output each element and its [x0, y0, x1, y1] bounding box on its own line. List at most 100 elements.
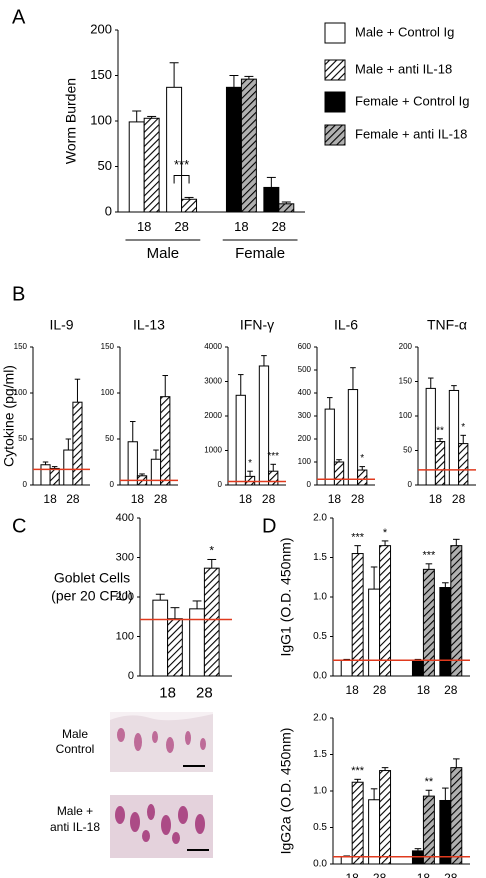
significance: ** — [436, 425, 444, 436]
y-tick-label: 1.5 — [313, 552, 327, 563]
y-tick-label: 0.0 — [313, 859, 327, 870]
legend-swatch — [324, 22, 346, 44]
bar — [448, 389, 460, 486]
significance: * — [360, 453, 364, 464]
bar — [40, 464, 51, 486]
bar — [333, 461, 345, 486]
image-label: Male + — [57, 804, 93, 818]
bar — [167, 618, 183, 677]
y-tick-label: 100 — [90, 112, 112, 127]
x-tick-label: 28 — [444, 871, 458, 878]
y-tick-label: 0 — [110, 480, 115, 489]
y-tick-label: 1000 — [204, 446, 222, 455]
y-tick-label: 0 — [408, 480, 413, 489]
goblet-stain — [115, 804, 205, 844]
significance: *** — [267, 451, 279, 462]
x-tick-label: 18 — [239, 492, 253, 506]
significance: * — [209, 544, 214, 558]
x-tick-label: 28 — [196, 684, 213, 701]
bar — [258, 365, 270, 486]
y-tick-label: 2.0 — [313, 513, 327, 524]
group-label: Female — [235, 245, 285, 262]
bar — [263, 186, 280, 213]
significance: *** — [351, 532, 365, 544]
histology-image — [110, 712, 213, 858]
legend-swatch — [324, 59, 346, 81]
x-tick-label: 18 — [429, 492, 443, 506]
y-axis-label: Cytokine (pg/ml) — [1, 365, 17, 467]
bar — [434, 441, 446, 486]
y-tick-label: 100 — [14, 388, 28, 397]
y-tick-label: 100 — [116, 630, 134, 642]
legend-label: Female + Control Ig — [355, 93, 470, 108]
y-tick-label: 4000 — [204, 342, 222, 351]
x-tick-label: 18 — [43, 492, 57, 506]
bar — [411, 659, 424, 677]
bar — [166, 86, 183, 213]
significance: *** — [351, 765, 365, 777]
x-tick-label: 28 — [373, 683, 387, 697]
bar — [458, 443, 469, 486]
bar — [422, 795, 435, 865]
panel-label: B — [12, 283, 25, 305]
x-tick-label: 18 — [346, 683, 360, 697]
bar — [244, 475, 256, 486]
y-tick-label: 0 — [307, 480, 312, 489]
y-tick-label: 0.0 — [313, 671, 327, 682]
x-tick-label: 28 — [66, 492, 80, 506]
y-tick-label: 0 — [218, 480, 223, 489]
y-tick-label: 150 — [14, 342, 28, 351]
y-tick-label: 1.5 — [313, 749, 327, 760]
y-tick-label: 0.5 — [313, 631, 327, 642]
y-tick-label: 200 — [116, 591, 134, 603]
y-axis-label: Goblet Cells — [54, 570, 130, 586]
y-tick-label: 600 — [298, 342, 312, 351]
y-tick-label: 300 — [116, 551, 134, 563]
bar — [203, 567, 220, 677]
x-tick-label: 28 — [154, 492, 168, 506]
bar — [63, 449, 74, 486]
bar — [357, 469, 368, 486]
y-tick-label: 200 — [399, 342, 413, 351]
chart-title: IL-13 — [133, 317, 165, 333]
y-tick-label: 50 — [98, 158, 112, 173]
y-tick-label: 150 — [399, 377, 413, 386]
x-tick-label: 18 — [137, 219, 151, 234]
chart-title: IL-6 — [334, 317, 358, 333]
bar — [160, 396, 171, 486]
bar — [340, 659, 353, 677]
bar — [240, 78, 257, 213]
image-label: anti IL-18 — [50, 820, 100, 834]
y-tick-label: 100 — [399, 411, 413, 420]
chart-title: IFN-γ — [240, 317, 274, 333]
significance-bracket — [173, 174, 190, 184]
group-label: Male — [147, 245, 180, 262]
y-tick-label: 100 — [101, 388, 115, 397]
y-tick-label: 0 — [128, 670, 134, 682]
x-tick-label: 28 — [351, 492, 365, 506]
chart-title: TNF-α — [427, 317, 467, 333]
y-tick-label: 2.0 — [313, 713, 327, 724]
y-tick-label: 0 — [23, 480, 28, 489]
legend-swatch — [324, 91, 346, 113]
y-tick-label: 0 — [105, 203, 112, 218]
y-tick-label: 400 — [116, 512, 134, 524]
bar — [368, 799, 381, 865]
y-axis-label: IgG2a (O.D. 450nm) — [278, 728, 294, 855]
legend-label: Male + Control Ig — [355, 24, 454, 39]
panel-label: D — [262, 515, 276, 537]
y-tick-label: 50 — [105, 434, 114, 443]
bar — [128, 121, 145, 213]
bar — [225, 86, 242, 213]
bar — [127, 441, 138, 486]
bar — [268, 470, 279, 486]
x-tick-label: 28 — [373, 871, 387, 878]
panel-label: A — [12, 6, 26, 28]
bar — [340, 856, 353, 865]
y-tick-label: 150 — [90, 67, 112, 82]
bar — [347, 389, 359, 486]
y-tick-label: 200 — [90, 21, 112, 36]
y-tick-label: 50 — [403, 446, 412, 455]
significance: *** — [422, 550, 436, 562]
